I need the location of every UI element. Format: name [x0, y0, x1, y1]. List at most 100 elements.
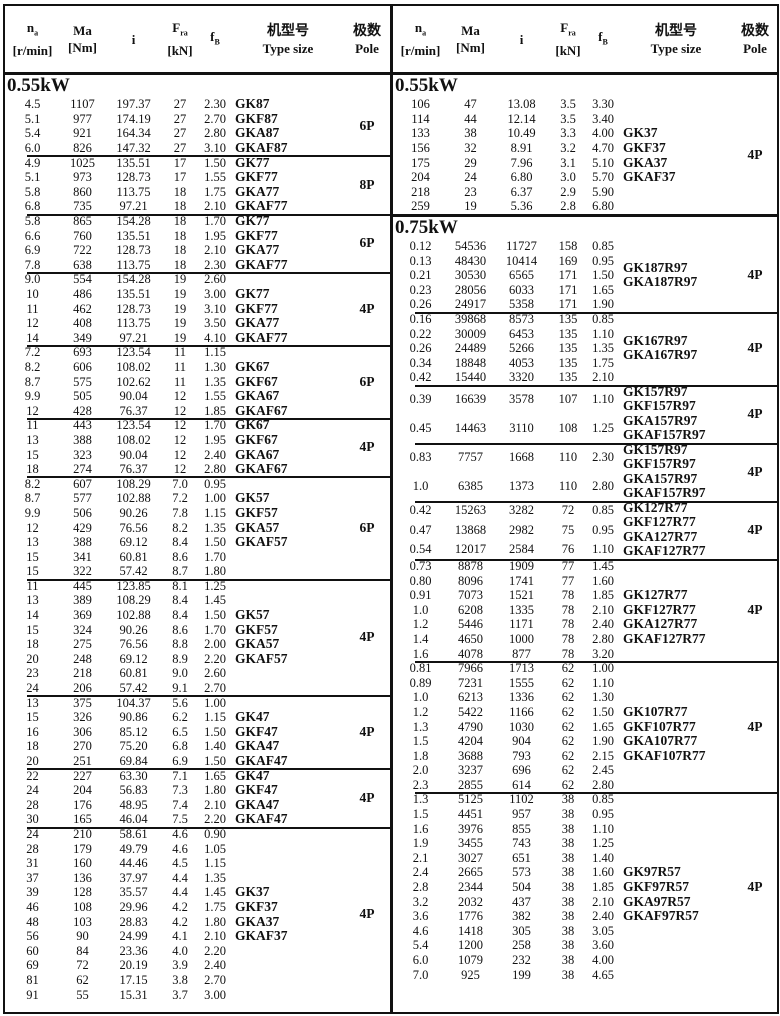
model-group: 0.16 39868 8573 135 0.85 GK167R97 GKA167R97 4P 0…: [393, 311, 778, 385]
radial-load: 78: [561, 631, 575, 646]
output-speed: 91: [26, 987, 39, 1002]
model-group: 4.5 1107 197.37 27 2.30 GK87 6P 5.1 977 174.19 27 2…: [5, 97, 390, 155]
radial-load: 62: [561, 734, 575, 749]
table-row: 18 270 75.20 6.8 1.40 GKA47: [5, 739, 390, 754]
service-factor: 2.70: [204, 111, 226, 126]
gear-motor-selection-table: na [r/min] Ma [Nm] i Fra [kN] fB 机型号 Type size 极数 P…: [3, 4, 779, 1014]
table-header: na [r/min] Ma [Nm] i Fra [kN] fB 机型号 Type size 极数 P…: [393, 6, 778, 75]
type-size: GKA37: [623, 154, 668, 170]
header-pole: 极数 Pole: [344, 22, 390, 57]
table-row: 0.16 39868 8573 135 0.85 GK167R97 GKA167R97 4P: [393, 312, 778, 362]
pole-count: 4P: [747, 521, 763, 537]
output-torque: 486: [73, 287, 92, 302]
output-torque: 179: [73, 841, 92, 856]
pole-count: 8P: [359, 176, 375, 192]
service-factor: 1.75: [204, 184, 226, 199]
output-torque: 72: [76, 958, 89, 973]
type-size: [620, 97, 732, 112]
ratio: 15.31: [119, 987, 148, 1002]
type-size: [620, 675, 732, 690]
pole-count: 4P: [359, 789, 375, 805]
header-pole-en: Pole: [355, 40, 379, 56]
type-size: [620, 851, 732, 866]
ratio: 69.12: [119, 535, 148, 550]
radial-load: 3.0: [560, 170, 576, 185]
table-row: 8.7 577 102.88 7.2 1.00 GK57: [5, 491, 390, 506]
table-row: 12 428 76.37 12 1.85 GKAF67: [5, 403, 390, 418]
table-row: 56 90 24.99 4.1 2.10 GKAF37: [5, 929, 390, 944]
table-row: 11 443 123.54 12 1.70 GK67 4P: [5, 418, 390, 454]
ratio: 957: [512, 807, 531, 822]
model-group-table: 1.3 5125 1102 38 0.85 4P 1.5 4451 957 38 0.95 1.6 39…: [393, 792, 778, 982]
table-row: 13 388 108.02 12 1.95 GKF67: [5, 433, 390, 448]
table-row: 46 108 29.96 4.2 1.75 GKF37: [5, 900, 390, 915]
output-speed: 69: [26, 958, 39, 973]
ratio: 108.02: [116, 432, 151, 447]
radial-load: 62: [561, 675, 575, 690]
model-group: 5.8 865 154.28 18 1.70 GK77 6P 6.6 760 135.51 18 1.…: [5, 214, 390, 272]
output-speed: 6.8: [24, 199, 41, 214]
ratio: 154.28: [116, 272, 151, 287]
ratio: 35.57: [119, 885, 148, 900]
output-torque: 54536: [454, 239, 487, 254]
radial-load: 62: [561, 777, 575, 792]
type-size: GKF77: [235, 227, 278, 243]
ratio: 63.30: [119, 768, 148, 783]
table-row: 2.4 2665 573 38 1.60 GK97R57: [393, 865, 778, 880]
header-fb: fB: [198, 28, 232, 51]
header-fb-subscript: B: [214, 37, 220, 47]
ratio: 113.75: [116, 257, 151, 272]
radial-load: 7.4: [172, 797, 188, 812]
radial-load: 17: [173, 155, 187, 170]
table-row: 15 323 90.04 12 2.40 GKA67: [5, 447, 390, 462]
ratio: 97.21: [119, 199, 148, 214]
model-group-table: 5.8 865 154.28 18 1.70 GK77 6P 6.6 760 135.51 18 1.…: [5, 214, 390, 272]
output-speed: 5.1: [24, 111, 41, 126]
header-na-symbol: n: [26, 20, 35, 36]
table-row: 0.42 15263 3282 72 0.85 GK127R77 GKF127R77 GKA1…: [393, 500, 778, 558]
table-row: 39 128 35.57 4.4 1.45 GK37: [5, 885, 390, 900]
type-size: [232, 681, 344, 696]
radial-load: 6.8: [172, 739, 188, 754]
type-size: GKF127R77: [623, 601, 696, 617]
ratio: 6565: [509, 268, 534, 283]
table-row: 259 19 5.36 2.8 6.80: [393, 199, 778, 214]
radial-load: 38: [561, 909, 575, 924]
ratio: 258: [512, 938, 531, 953]
output-torque: 4790: [458, 719, 483, 734]
service-factor: 2.80: [204, 126, 226, 141]
type-size: [620, 185, 732, 200]
output-speed: 1.6: [412, 821, 429, 836]
model-group-table: 11 443 123.54 12 1.70 GK67 4P 13 388 108.02 12 1.95…: [5, 418, 390, 476]
output-speed: 11: [26, 301, 39, 316]
output-speed: 8.7: [24, 374, 41, 389]
service-factor: 3.50: [204, 316, 226, 331]
output-speed: 1.4: [412, 631, 429, 646]
type-size: GKF37: [623, 140, 666, 156]
ratio: 197.37: [116, 97, 151, 112]
header-ma: Ma [Nm]: [60, 22, 105, 56]
ratio: 6453: [509, 326, 534, 341]
output-torque: 369: [73, 608, 92, 623]
type-size: GKF77: [235, 169, 278, 185]
table-row: 13 389 108.29 8.4 1.45: [5, 593, 390, 608]
output-torque: 7966: [458, 661, 483, 676]
output-torque: 1418: [458, 923, 483, 938]
service-factor: 1.60: [592, 865, 614, 880]
table-row: 9.9 505 90.04 12 1.55 GKA67: [5, 389, 390, 404]
output-torque: 218: [73, 666, 92, 681]
service-factor: 2.20: [204, 651, 226, 666]
output-torque: 977: [73, 111, 92, 126]
table-row: 1.0 6213 1336 62 1.30: [393, 690, 778, 705]
output-speed: 24: [26, 681, 39, 696]
service-factor: 1.70: [204, 622, 226, 637]
table-row: 8.2 606 108.02 11 1.30 GK67: [5, 360, 390, 375]
output-speed: 9.9: [24, 389, 41, 404]
output-torque: 326: [73, 710, 92, 725]
table-row: 156 32 8.91 3.2 4.70 GKF37: [393, 141, 778, 156]
type-size: GK157R97: [623, 441, 688, 457]
type-size: [620, 559, 732, 574]
radial-load: 3.9: [172, 958, 188, 973]
table-row: 22 227 63.30 7.1 1.65 GK47 4P: [5, 768, 390, 804]
radial-load: 8.6: [172, 622, 188, 637]
